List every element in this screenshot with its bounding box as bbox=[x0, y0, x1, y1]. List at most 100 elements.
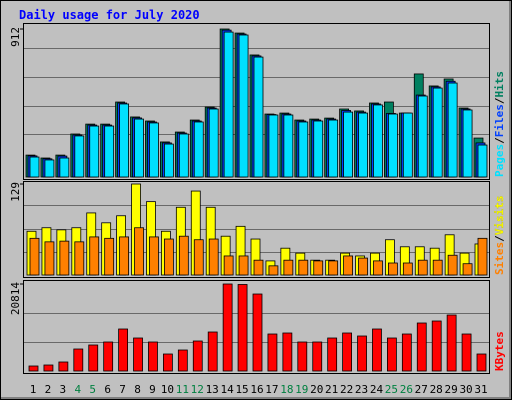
bar bbox=[431, 320, 442, 372]
bar bbox=[328, 260, 339, 276]
bar bbox=[462, 263, 473, 276]
bar bbox=[134, 227, 144, 276]
x-tick-label: 14 bbox=[221, 383, 235, 396]
bar bbox=[402, 112, 413, 178]
bar bbox=[88, 344, 99, 372]
x-tick-label: 16 bbox=[250, 383, 263, 396]
x-tick-label: 12 bbox=[191, 383, 204, 396]
bar bbox=[44, 241, 55, 276]
bar bbox=[312, 341, 323, 372]
bar bbox=[267, 333, 278, 372]
x-tick-label: 10 bbox=[161, 383, 174, 396]
bar bbox=[447, 82, 458, 178]
bar bbox=[401, 333, 412, 372]
bar bbox=[283, 114, 294, 178]
x-tick-label: 19 bbox=[295, 383, 308, 396]
legend: Sites/Visits bbox=[493, 196, 506, 276]
bar bbox=[387, 113, 398, 178]
x-tick-label: 22 bbox=[340, 383, 353, 396]
bar bbox=[73, 348, 84, 372]
bar bbox=[432, 87, 443, 178]
bar bbox=[477, 144, 488, 178]
bar bbox=[192, 340, 203, 372]
bar bbox=[446, 314, 457, 372]
legend-separator: / bbox=[493, 97, 506, 104]
bar bbox=[178, 235, 189, 276]
x-tick-label: 30 bbox=[459, 383, 472, 396]
bar bbox=[386, 337, 397, 372]
bar bbox=[237, 284, 248, 372]
x-tick-label: 4 bbox=[74, 383, 81, 396]
bar bbox=[328, 119, 339, 178]
bar bbox=[193, 121, 204, 178]
bar bbox=[148, 341, 158, 372]
bar bbox=[193, 239, 204, 276]
bar bbox=[476, 353, 487, 372]
bar bbox=[373, 104, 383, 178]
bar bbox=[477, 237, 488, 276]
x-tick-label: 9 bbox=[149, 383, 156, 396]
bar bbox=[59, 157, 70, 178]
x-tick-label: 18 bbox=[280, 383, 293, 396]
legend-entry: Sites bbox=[493, 242, 506, 275]
bar bbox=[163, 238, 174, 276]
bar bbox=[282, 332, 293, 372]
x-tick-label: 29 bbox=[445, 383, 458, 396]
bar bbox=[343, 111, 354, 178]
legend-entry: KBytes bbox=[493, 331, 506, 371]
x-tick-label: 21 bbox=[325, 383, 338, 396]
x-tick-label: 27 bbox=[415, 383, 428, 396]
bar bbox=[29, 156, 40, 178]
x-tick-label: 25 bbox=[385, 383, 398, 396]
y-tick-label: 20814 bbox=[9, 282, 22, 315]
y-tick-label: 129 bbox=[9, 182, 22, 202]
x-tick-label: 3 bbox=[60, 383, 67, 396]
legend-entry: Visits bbox=[493, 196, 506, 236]
x-tick-label: 13 bbox=[206, 383, 219, 396]
bar bbox=[44, 159, 55, 178]
bar bbox=[373, 260, 383, 276]
legend-entry: Hits bbox=[493, 71, 506, 98]
legend-entry: Pages bbox=[493, 144, 506, 177]
bar bbox=[343, 255, 354, 276]
bar bbox=[222, 283, 233, 372]
bar bbox=[313, 120, 324, 178]
bar bbox=[149, 236, 159, 276]
bar bbox=[417, 259, 428, 276]
bar bbox=[447, 254, 458, 276]
bar bbox=[357, 335, 367, 372]
x-tick-label: 2 bbox=[45, 383, 52, 396]
bar bbox=[177, 349, 188, 372]
bar bbox=[268, 265, 279, 276]
bar bbox=[223, 31, 234, 178]
bar bbox=[268, 114, 279, 178]
bar bbox=[327, 337, 338, 372]
panel-frame bbox=[23, 181, 490, 278]
bar bbox=[119, 103, 129, 178]
legend-entry: Files bbox=[493, 104, 506, 137]
bar bbox=[134, 118, 144, 178]
bar bbox=[252, 293, 263, 372]
bar bbox=[298, 259, 309, 276]
bar bbox=[358, 257, 368, 276]
bar bbox=[119, 236, 129, 276]
x-tick-label: 6 bbox=[104, 383, 111, 396]
bar bbox=[89, 236, 100, 276]
bar bbox=[163, 143, 174, 178]
bar bbox=[313, 260, 324, 276]
x-tick-label: 7 bbox=[119, 383, 126, 396]
bar bbox=[372, 328, 382, 372]
x-tick-label: 5 bbox=[89, 383, 96, 396]
x-tick-label: 20 bbox=[310, 383, 323, 396]
legend: Pages/Files/Hits bbox=[493, 71, 506, 177]
bar bbox=[162, 353, 173, 372]
bar bbox=[74, 135, 85, 178]
bar bbox=[178, 133, 189, 178]
x-tick-label: 1 bbox=[30, 383, 37, 396]
bar bbox=[238, 255, 249, 276]
bar bbox=[387, 262, 398, 276]
bar bbox=[223, 255, 234, 276]
bar bbox=[461, 333, 472, 372]
bar bbox=[238, 34, 249, 178]
bar bbox=[358, 112, 368, 178]
